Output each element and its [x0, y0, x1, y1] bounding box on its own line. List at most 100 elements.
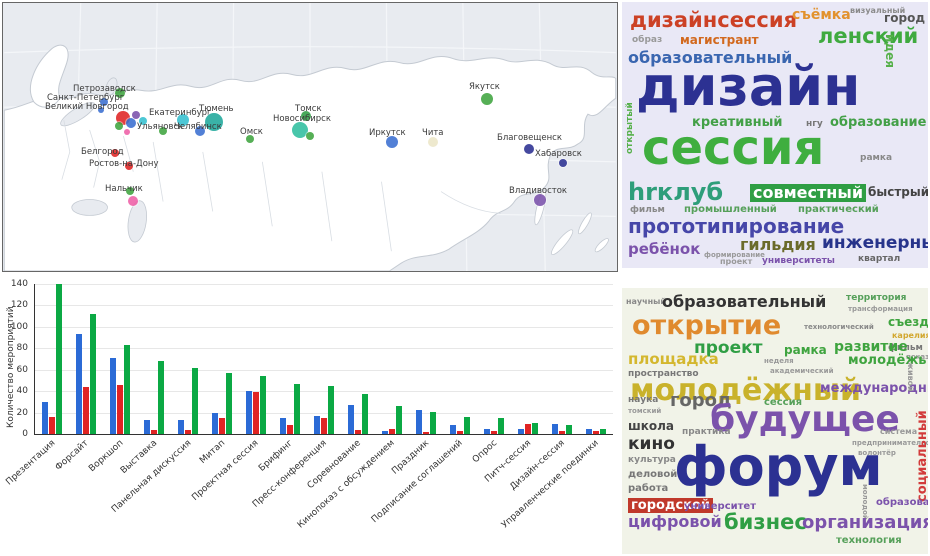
- bar-series-green[interactable]: [56, 284, 62, 434]
- cloud-word: организация: [802, 512, 928, 533]
- city-marker[interactable]: [115, 122, 123, 130]
- bar-series-blue[interactable]: [586, 428, 592, 434]
- cloud-word: город: [670, 390, 732, 411]
- city-marker[interactable]: [246, 135, 254, 143]
- city-marker[interactable]: [428, 137, 438, 147]
- cloud-word: проект: [694, 338, 763, 358]
- city-marker[interactable]: [125, 162, 133, 170]
- bar-series-green[interactable]: [600, 428, 606, 434]
- cloud-word: съезд: [888, 315, 928, 329]
- city-marker[interactable]: [159, 127, 167, 135]
- city-marker[interactable]: [292, 122, 308, 138]
- bar-series-blue[interactable]: [212, 412, 218, 434]
- bar-series-blue[interactable]: [246, 391, 252, 434]
- city-marker[interactable]: [128, 196, 138, 206]
- bar-series-blue[interactable]: [144, 420, 150, 434]
- city-marker[interactable]: [195, 126, 205, 136]
- city-label: Томск: [295, 104, 322, 114]
- bar-series-red[interactable]: [287, 425, 293, 434]
- bar-series-blue[interactable]: [110, 357, 116, 434]
- bar-series-blue[interactable]: [178, 420, 184, 434]
- city-marker[interactable]: [132, 111, 140, 119]
- cloud-word: технологический: [804, 323, 874, 331]
- bar-series-green[interactable]: [124, 345, 130, 434]
- cloud-word: прототипирование: [628, 214, 845, 238]
- cloud-word: трансформация: [848, 305, 913, 313]
- bar-series-green[interactable]: [362, 394, 368, 434]
- bar-series-blue[interactable]: [518, 428, 524, 434]
- city-label: Нальчик: [105, 184, 143, 194]
- city-marker[interactable]: [301, 111, 311, 121]
- bar-series-green[interactable]: [498, 417, 504, 434]
- city-marker[interactable]: [481, 93, 493, 105]
- city-marker[interactable]: [559, 159, 567, 167]
- bar-series-blue[interactable]: [314, 415, 320, 434]
- x-tick-label: Митап: [197, 438, 228, 466]
- bar-series-red[interactable]: [423, 431, 429, 434]
- bar-series-red[interactable]: [151, 429, 157, 434]
- city-marker[interactable]: [534, 194, 546, 206]
- city-marker[interactable]: [126, 118, 136, 128]
- bar-series-green[interactable]: [158, 361, 164, 434]
- bar-series-green[interactable]: [260, 376, 266, 434]
- y-tick-label: 60: [16, 364, 28, 375]
- y-tick-label: 20: [16, 407, 28, 418]
- city-label: Омск: [240, 127, 263, 137]
- bar-series-blue[interactable]: [42, 401, 48, 434]
- cloud-word: площадка: [628, 350, 719, 368]
- city-marker[interactable]: [524, 144, 534, 154]
- city-marker[interactable]: [139, 117, 147, 125]
- bar-series-red[interactable]: [185, 429, 191, 434]
- city-marker[interactable]: [177, 114, 189, 126]
- bar-series-blue[interactable]: [484, 428, 490, 434]
- bar-series-green[interactable]: [396, 406, 402, 434]
- bar-series-blue[interactable]: [280, 417, 286, 434]
- bar-series-green[interactable]: [328, 385, 334, 434]
- bar-series-blue[interactable]: [552, 424, 558, 434]
- bar-series-blue[interactable]: [382, 430, 388, 434]
- bar-series-green[interactable]: [430, 411, 436, 434]
- bar-series-blue[interactable]: [416, 410, 422, 434]
- city-label: Владивосток: [509, 186, 568, 196]
- bar-series-red[interactable]: [457, 430, 463, 434]
- bar-series-red[interactable]: [559, 430, 565, 434]
- bar-series-blue[interactable]: [76, 334, 82, 434]
- bar-series-green[interactable]: [90, 314, 96, 434]
- bar-series-red[interactable]: [253, 392, 259, 434]
- city-marker[interactable]: [126, 187, 134, 195]
- russia-events-map[interactable]: Петрозаводск Санкт-Петербург Великий Новго…: [2, 2, 618, 272]
- bar-series-green[interactable]: [464, 416, 470, 434]
- city-label: Чита: [422, 128, 444, 138]
- bar-series-red[interactable]: [83, 386, 89, 434]
- city-marker[interactable]: [306, 132, 314, 140]
- cloud-word: креативный: [692, 115, 783, 130]
- bar-series-red[interactable]: [389, 428, 395, 434]
- bar-series-green[interactable]: [192, 367, 198, 434]
- cloud-word: деловой: [628, 469, 678, 480]
- city-marker[interactable]: [98, 107, 104, 113]
- bar-series-green[interactable]: [532, 423, 538, 434]
- bar-series-blue[interactable]: [348, 405, 354, 434]
- bar-series-red[interactable]: [525, 424, 531, 434]
- city-label: Ульяновск: [137, 122, 184, 132]
- bar-series-green[interactable]: [226, 372, 232, 434]
- city-marker[interactable]: [386, 136, 398, 148]
- bar-series-red[interactable]: [593, 430, 599, 434]
- cloud-word: сессия: [764, 397, 802, 408]
- city-marker[interactable]: [100, 98, 108, 106]
- city-marker[interactable]: [205, 113, 223, 131]
- bar-series-red[interactable]: [49, 416, 55, 434]
- bar-series-red[interactable]: [219, 417, 225, 434]
- bar-series-red[interactable]: [321, 417, 327, 434]
- bar-series-blue[interactable]: [450, 425, 456, 434]
- bar-series-red[interactable]: [117, 384, 123, 434]
- bar-series-red[interactable]: [491, 430, 497, 434]
- bar-series-green[interactable]: [294, 383, 300, 434]
- city-marker[interactable]: [124, 129, 130, 135]
- city-marker[interactable]: [115, 88, 125, 98]
- cloud-word: научный: [626, 297, 666, 306]
- city-marker[interactable]: [111, 149, 119, 157]
- bar-series-red[interactable]: [355, 429, 361, 434]
- bar-series-green[interactable]: [566, 425, 572, 434]
